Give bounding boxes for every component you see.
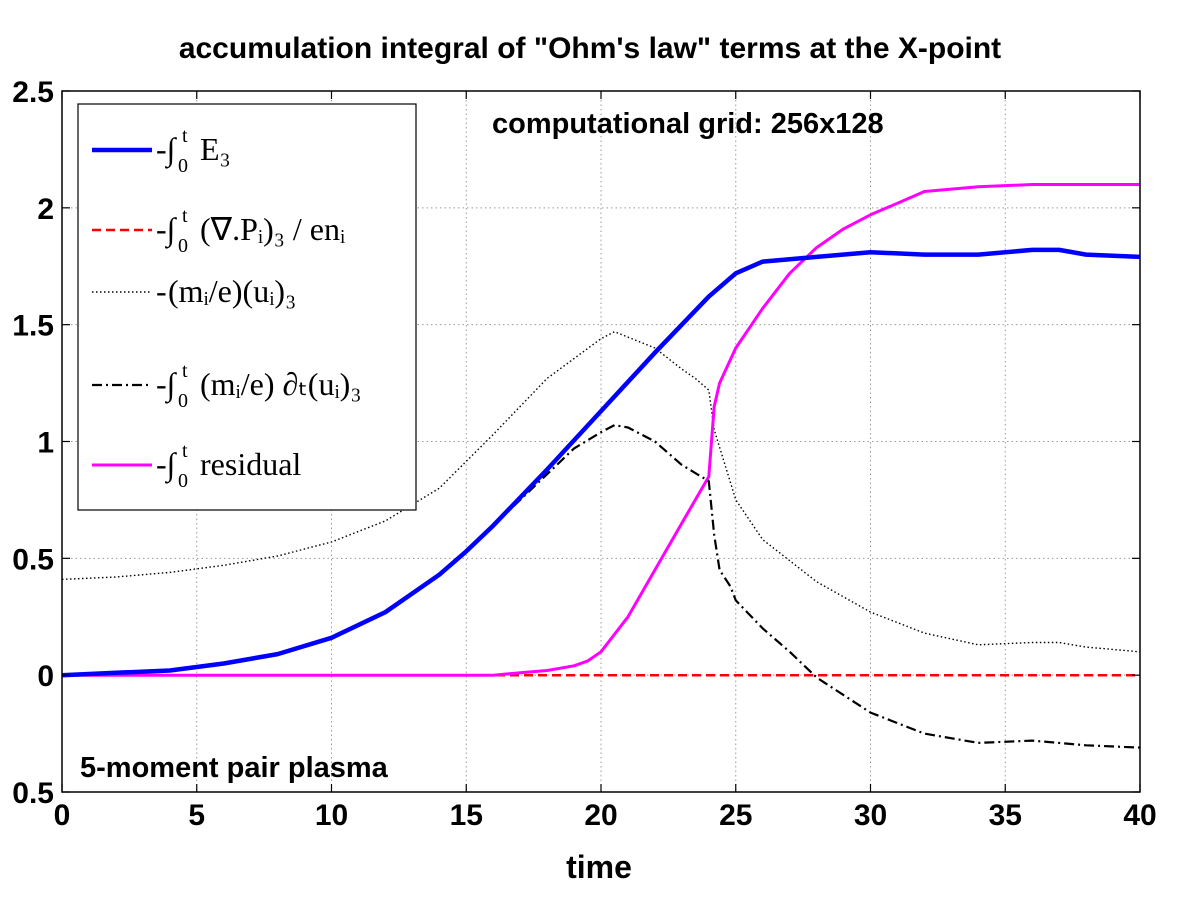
y-tick-label: 2.5: [12, 76, 54, 109]
x-tick-label: 0: [54, 799, 71, 832]
legend-prefix-2: -: [156, 273, 167, 309]
series-line-2: [61, 331, 1141, 653]
legend-sup-3: t: [182, 360, 188, 382]
x-tick-label: 25: [719, 799, 752, 832]
legend-sub-3: 0: [178, 390, 188, 412]
legend-sub-4: 0: [178, 470, 188, 492]
x-tick-label: 5: [188, 799, 205, 832]
legend-prefix-1: -∫: [156, 211, 178, 249]
x-tick-label: 35: [989, 799, 1022, 832]
y-tick-label: 1: [37, 427, 54, 460]
legend-sub-0: 0: [178, 155, 188, 177]
series-group: [61, 183, 1141, 749]
legend-sup-4: t: [182, 440, 188, 462]
annotation-plasma: 5-moment pair plasma: [80, 752, 389, 784]
annotation-grid: computational grid: 256x128: [492, 108, 884, 140]
legend-body-3: (mᵢ/e) ∂ₜ(uᵢ)₃: [200, 366, 361, 402]
legend-body-1: (∇.Pᵢ)₃ / enᵢ: [200, 211, 345, 247]
legend-prefix-0: -∫: [156, 131, 178, 169]
y-tick-label: 2: [37, 193, 54, 226]
x-tick-label: 30: [854, 799, 887, 832]
y-tick-label: 0.5: [12, 777, 54, 810]
legend-body-2: (mᵢ/e)(uᵢ)₃: [168, 273, 296, 309]
x-tick-label: 15: [450, 799, 483, 832]
series-line-0: [61, 247, 1141, 678]
y-tick-label: 0.5: [12, 543, 54, 576]
x-tick-label: 20: [584, 799, 617, 832]
y-tick-label: 1.5: [12, 310, 54, 343]
legend-body-4: residual: [200, 446, 301, 482]
legend-prefix-3: -∫: [156, 366, 178, 404]
x-axis-label: time: [566, 849, 632, 885]
y-tick-label: 0: [37, 660, 54, 693]
legend-sup-1: t: [182, 205, 188, 227]
legend-sup-0: t: [182, 125, 188, 147]
legend-sub-1: 0: [178, 235, 188, 257]
series-line-4: [62, 183, 1140, 677]
ticks: 0 5 10 15 20 25 30 35 400.500.511.522.5: [12, 76, 1156, 832]
legend-box: [77, 103, 417, 511]
series-line-3: [61, 424, 1141, 749]
x-tick-label: 40: [1123, 799, 1156, 832]
legend: -∫ t0 E₃-∫ t0 (∇.Pᵢ)₃ / enᵢ- (mᵢ/e)(uᵢ)₃-∫ t0(…: [77, 103, 417, 511]
chart-title: accumulation integral of "Ohm's law" ter…: [179, 32, 1001, 65]
x-tick-label: 10: [315, 799, 348, 832]
legend-body-0: E₃: [200, 131, 231, 167]
legend-prefix-4: -∫: [156, 446, 178, 484]
